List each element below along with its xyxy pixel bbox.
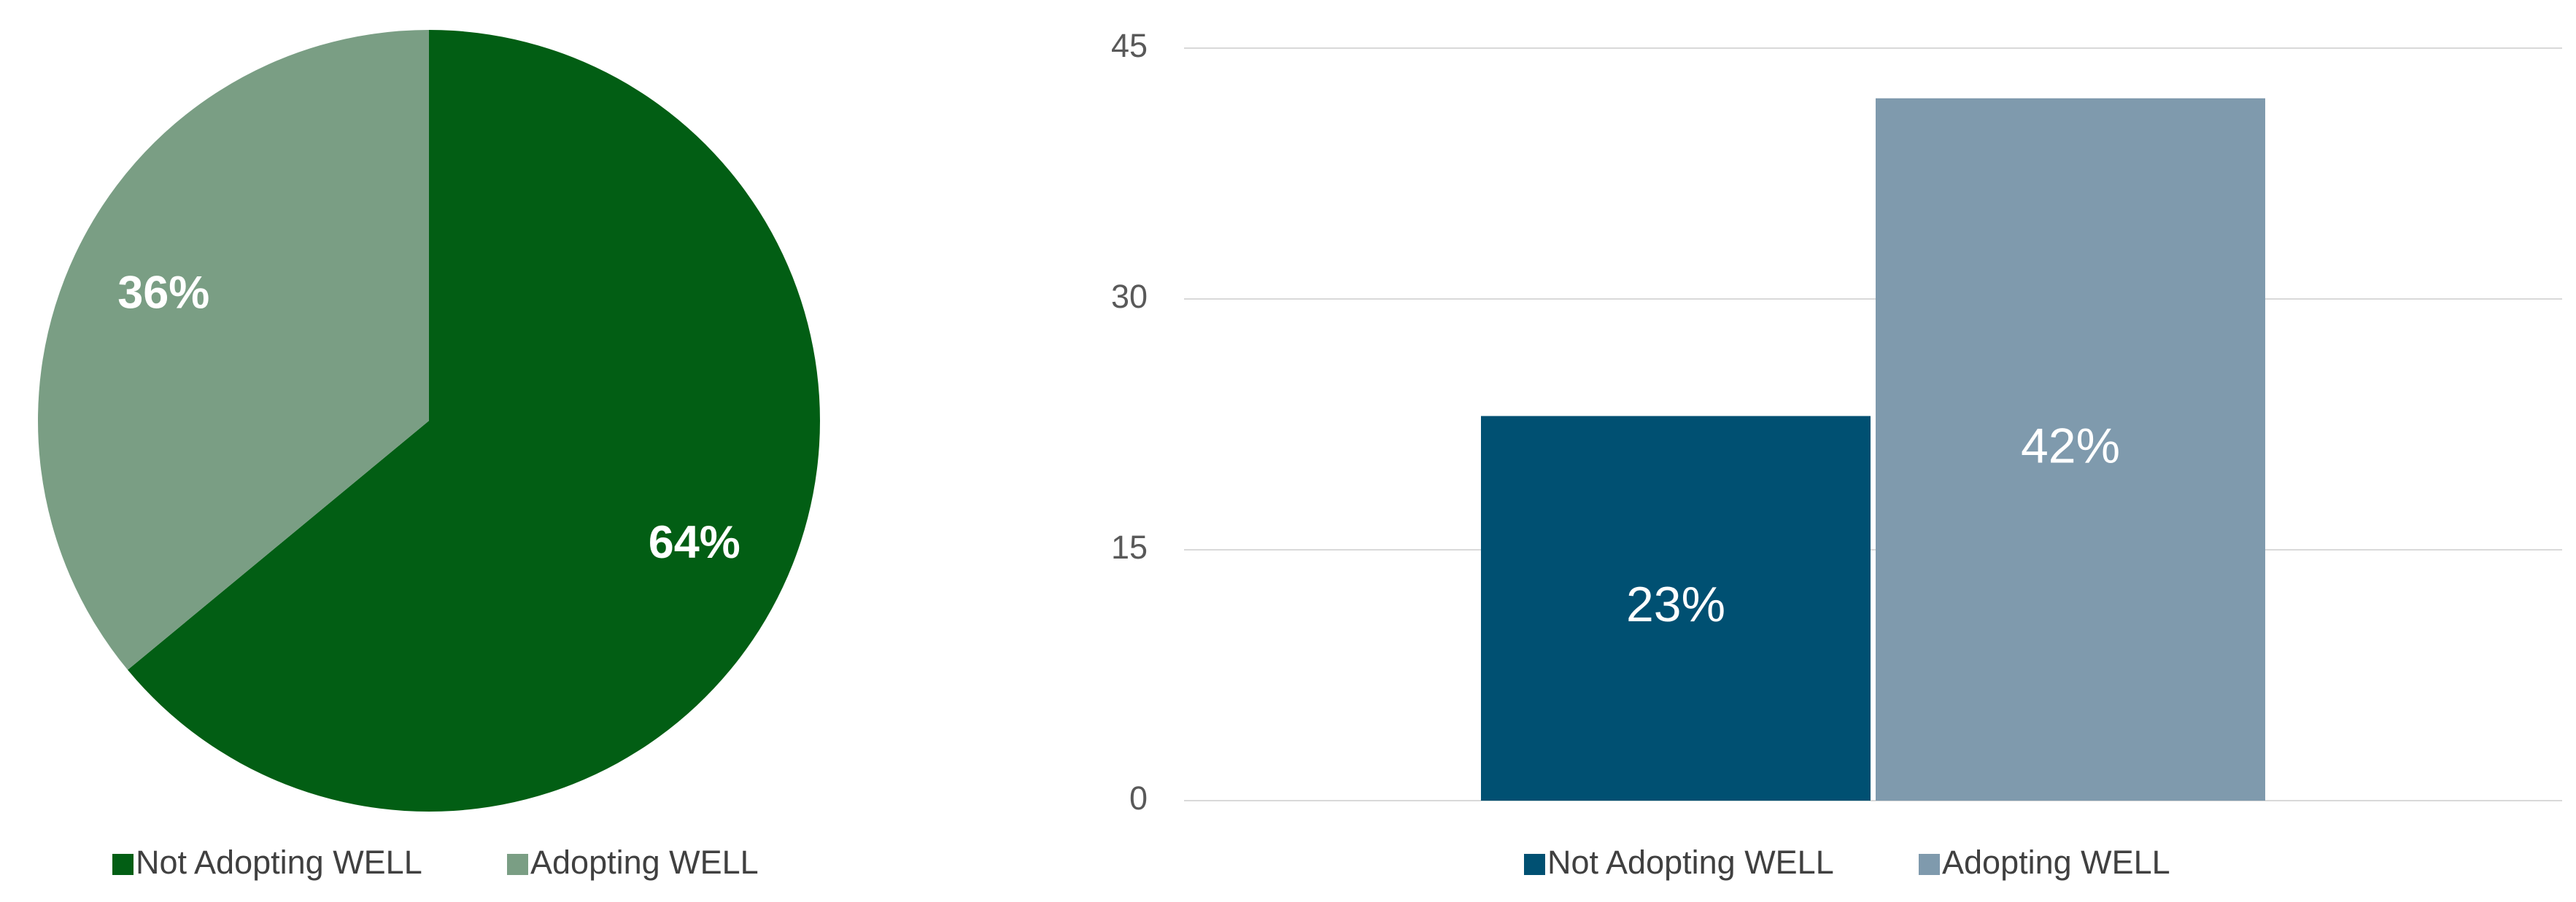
bar: [1876, 98, 2265, 801]
legend-label: Adopting WELL: [530, 844, 759, 881]
y-tick-label: 0: [1129, 779, 1148, 817]
data-label: 36%: [117, 267, 209, 318]
legend-label: Not Adopting WELL: [136, 844, 422, 881]
data-label: 23%: [1626, 577, 1725, 632]
y-tick-label: 15: [1111, 529, 1148, 566]
legend-label: Adopting WELL: [1942, 844, 2170, 881]
data-label: 64%: [649, 517, 740, 568]
y-tick-label: 45: [1111, 27, 1148, 64]
legend-label: Not Adopting WELL: [1547, 844, 1834, 881]
pie-slice: [128, 30, 821, 812]
y-tick-label: 30: [1111, 278, 1148, 315]
pie-slice: [38, 30, 429, 670]
bar: [1481, 416, 1871, 801]
legend-swatch: [112, 854, 134, 875]
data-label: 42%: [2021, 418, 2120, 473]
legend-swatch: [1524, 854, 1545, 875]
legend-swatch: [507, 854, 528, 875]
legend-swatch: [1919, 854, 1940, 875]
